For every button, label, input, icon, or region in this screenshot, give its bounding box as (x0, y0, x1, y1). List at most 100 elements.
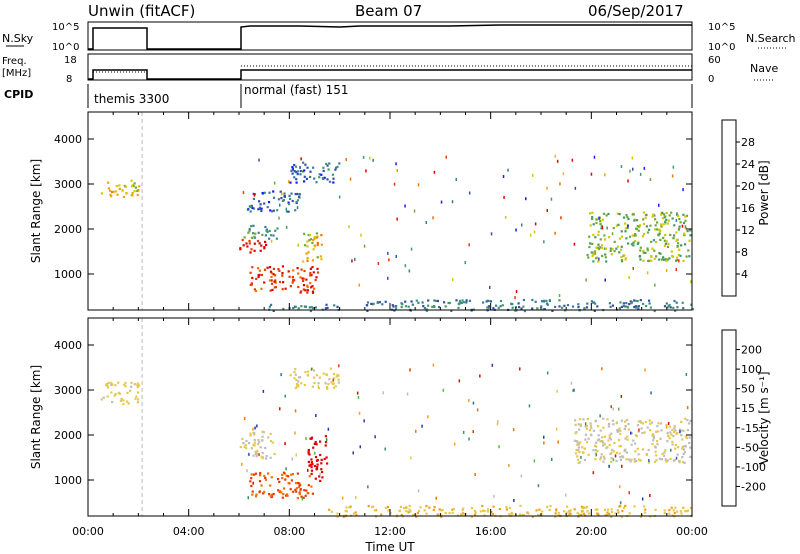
velocity-cell (462, 430, 465, 434)
velocity-cell (637, 430, 640, 433)
velocity-cell (287, 481, 290, 485)
power-cell (690, 303, 693, 306)
power-cell (258, 206, 262, 209)
power-cell (683, 232, 686, 235)
power-cell (252, 224, 255, 227)
power-cell (309, 175, 312, 179)
power-cell (302, 161, 305, 164)
power-cell (396, 217, 398, 221)
power-cell (683, 233, 686, 236)
velocity-cell (610, 515, 613, 518)
velocity-cell (619, 432, 622, 436)
velocity-cell (102, 396, 105, 399)
velocity-cell (523, 514, 526, 517)
power-cell (289, 197, 292, 200)
velocity-cell (295, 487, 298, 490)
velocity-cell (630, 458, 633, 461)
velocity-cell (258, 441, 261, 444)
velocity-cell (291, 473, 294, 476)
velocity-cell (660, 422, 663, 425)
velocity-cell (584, 506, 587, 509)
velocity-ytick-label: 1000 (54, 474, 82, 487)
power-cell (281, 274, 284, 277)
power-cell (304, 289, 307, 292)
velocity-cell (273, 452, 276, 456)
power-cell (642, 259, 645, 262)
velocity-cell (122, 399, 125, 402)
power-cell (448, 301, 451, 305)
velocity-cell (303, 489, 306, 492)
power-cell (309, 238, 313, 241)
power-cell (328, 180, 332, 183)
power-cell (523, 310, 526, 313)
velocity-cell (258, 491, 261, 494)
power-cell (309, 267, 312, 270)
power-cell (292, 279, 295, 282)
power-cell (465, 299, 468, 302)
power-cell (644, 251, 647, 254)
power-cell (634, 234, 637, 237)
velocity-cell (320, 462, 323, 465)
velocity-cell (577, 461, 580, 465)
velocity-cell (117, 391, 120, 394)
power-cell (306, 259, 309, 262)
power-cell (319, 255, 322, 258)
power-cell (300, 268, 303, 271)
power-cell (613, 250, 616, 253)
velocity-cell (110, 391, 113, 394)
velocity-cell (669, 457, 672, 460)
velocity-cell (277, 478, 280, 481)
power-cell (682, 188, 684, 192)
power-cell (611, 304, 614, 307)
velocity-cell (136, 401, 139, 404)
velocity-cell (111, 401, 114, 404)
velocity-cell (578, 461, 581, 464)
freq-tick-bottom: 8 (66, 74, 72, 85)
power-cell (411, 303, 414, 306)
freq-label-line1: Freq. (2, 56, 27, 67)
power-colorbar-tick-label: 4 (741, 268, 748, 281)
cpid-segment-2: normal (fast) 151 (244, 83, 348, 97)
power-cell (620, 305, 623, 309)
power-cell (410, 300, 413, 303)
power-cell (668, 214, 671, 217)
velocity-cell (688, 422, 691, 425)
power-cell (670, 211, 673, 214)
power-cell (451, 200, 454, 204)
velocity-cell (474, 511, 477, 514)
power-cell (312, 166, 315, 169)
velocity-cell (584, 438, 587, 441)
power-cell (316, 271, 320, 274)
power-cell (602, 212, 606, 215)
velocity-cell (304, 494, 307, 497)
power-cell (322, 166, 325, 169)
velocity-cell (586, 441, 589, 444)
power-cell (612, 227, 615, 230)
velocity-cell (639, 421, 643, 424)
power-cell (304, 163, 307, 166)
power-cell (515, 290, 518, 293)
power-cell (280, 197, 283, 200)
velocity-cell (580, 455, 582, 459)
velocity-cell (518, 513, 522, 516)
velocity-cell (582, 451, 585, 454)
velocity-colorbar-tick-label: 50 (741, 383, 755, 396)
power-cell (660, 258, 664, 261)
power-cell (604, 173, 606, 177)
power-cell (427, 299, 430, 302)
velocity-cell (567, 513, 570, 516)
freq-trace (88, 69, 692, 80)
velocity-cell (279, 407, 281, 411)
velocity-cell (250, 477, 253, 480)
power-cell (296, 192, 299, 196)
velocity-cell (249, 480, 252, 483)
velocity-cell (295, 378, 298, 382)
power-cell (258, 158, 260, 162)
power-cell (595, 221, 598, 225)
velocity-cell (262, 492, 265, 495)
power-cell (489, 285, 491, 289)
power-cell (118, 184, 121, 187)
power-cell (257, 208, 260, 211)
power-cell (648, 299, 651, 302)
